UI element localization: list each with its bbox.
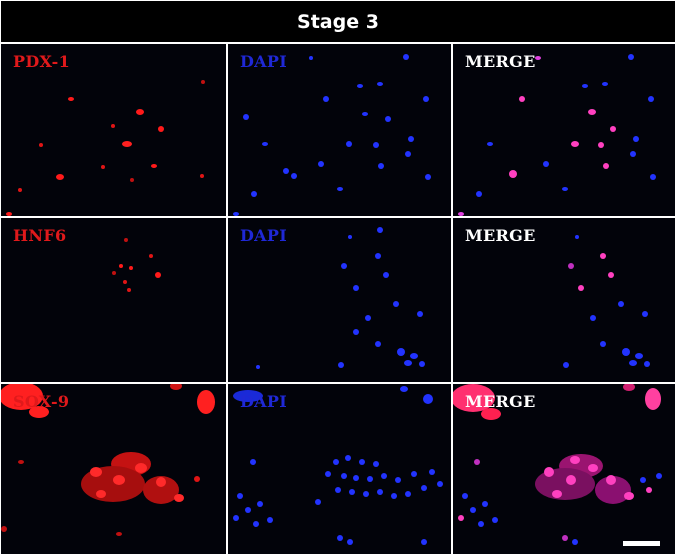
panel-label-merge-1: MERGE (465, 52, 536, 71)
fluorescence-image-dapi-3 (233, 386, 443, 545)
fluorescence-image-merge-2 (563, 235, 650, 368)
panel-sox9-dapi: DAPI (228, 384, 451, 554)
panel-label-merge-2: MERGE (465, 226, 536, 245)
micrograph-grid: PDX-1 DAPI MERGE (1, 44, 675, 554)
fluorescence-image-pdx1-red (6, 80, 205, 216)
fluorescence-image-merge-1 (458, 54, 656, 216)
panel-label-dapi-1: DAPI (240, 52, 288, 71)
fluorescence-image-dapi-2 (256, 227, 425, 369)
figure-title: Stage 3 (1, 1, 675, 42)
panel-label-sox9: SOX-9 (13, 392, 70, 411)
panel-label-dapi-3: DAPI (240, 392, 288, 411)
panel-hnf6-merge: MERGE (453, 218, 675, 382)
fluorescence-image-sox9-red (1, 384, 215, 536)
panel-pdx1-marker: PDX-1 (1, 44, 226, 216)
panel-label-pdx1: PDX-1 (13, 52, 71, 71)
panel-pdx1-merge: MERGE (453, 44, 675, 216)
fluorescence-image-hnf6-red (112, 238, 161, 292)
panel-hnf6-dapi: DAPI (228, 218, 451, 382)
panel-label-dapi-2: DAPI (240, 226, 288, 245)
fluorescence-image-dapi-1 (233, 54, 431, 216)
fluorescence-image-merge-3 (453, 384, 662, 545)
panel-pdx1-dapi: DAPI (228, 44, 451, 216)
panel-hnf6-marker: HNF6 (1, 218, 226, 382)
panel-label-merge-3: MERGE (465, 392, 536, 411)
panel-sox9-marker: SOX-9 (1, 384, 226, 554)
panel-sox9-merge: MERGE (453, 384, 675, 554)
panel-label-hnf6: HNF6 (13, 226, 67, 245)
scale-bar (623, 541, 660, 546)
